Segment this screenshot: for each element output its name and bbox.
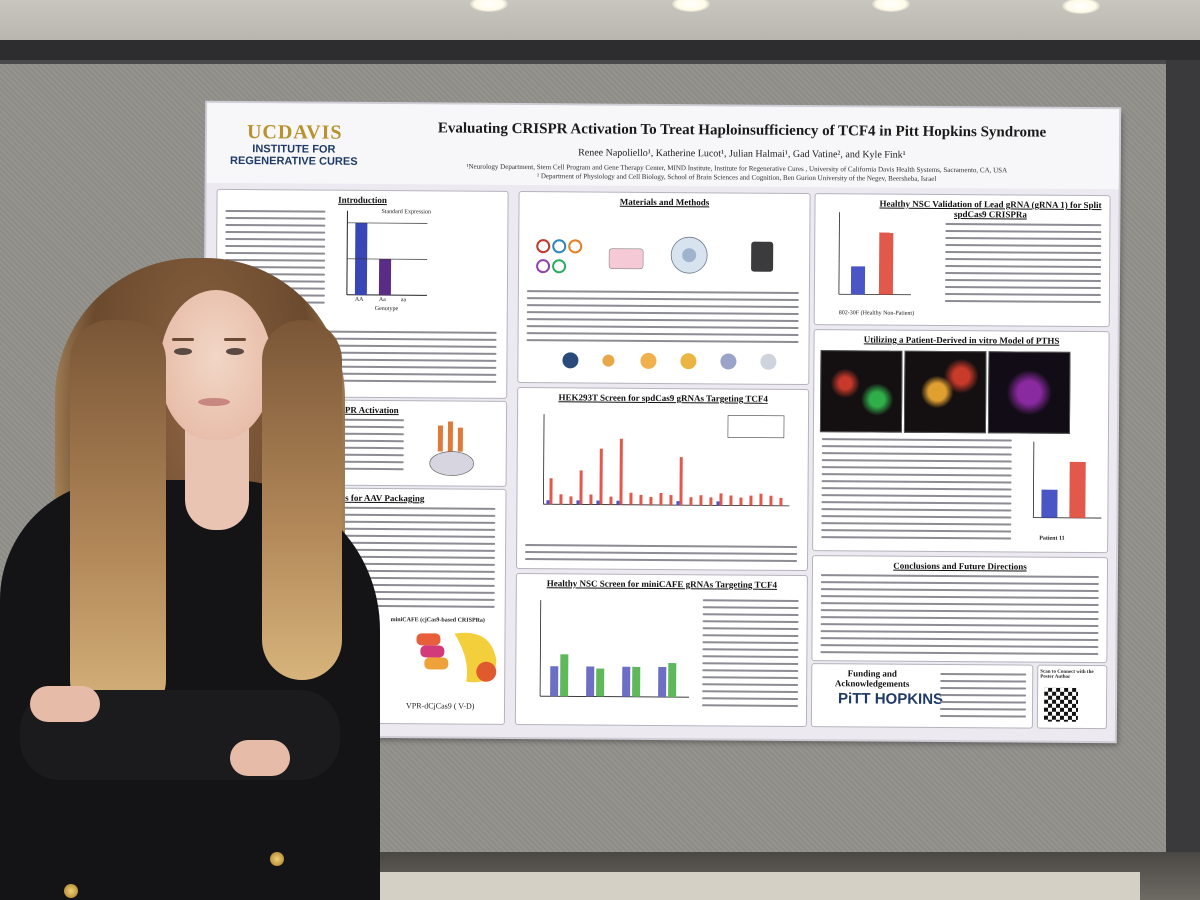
hek-screen-heading: HEK293T Screen for spdCas9 gRNAs Targeti… (558, 392, 768, 404)
poster-header: UCDAVIS INSTITUTE FOR REGENERATIVE CURES… (206, 102, 1120, 190)
ceiling-light-icon (1062, 0, 1100, 14)
patient-model-heading: Utilizing a Patient-Derived in vitro Mod… (863, 334, 1060, 346)
genotype-aa2-label: aa (400, 297, 407, 304)
left-hand (30, 686, 100, 722)
ceiling-light-icon (872, 0, 910, 12)
scan-label: Scan to Connect with the Poster Author (1040, 669, 1094, 680)
pitt-hopkins-logo: PiTT HOPKINS (838, 690, 944, 708)
standard-expression-label: Standard Expression (381, 209, 431, 216)
workflow-diagram (536, 236, 774, 274)
right-eyebrow (224, 338, 246, 341)
panel-materials-methods: Materials and Methods (517, 191, 811, 386)
patient11-label: Patient 11 (1039, 535, 1065, 542)
panel-crispr-activation: CRISPR Activation (214, 398, 508, 487)
validation-bar-chart (838, 212, 911, 296)
materials-heading: Materials and Methods (619, 196, 710, 208)
panel-funding: Funding and Acknowledgements PiTT HOPKIN… (810, 663, 1034, 729)
poster-authors: Renee Napoliello¹, Katherine Lucot¹, Jul… (578, 147, 906, 161)
panel-conclusions: Conclusions and Future Directions (811, 555, 1109, 664)
conclusions-heading: Conclusions and Future Directions (893, 560, 1027, 572)
micrograph-nsc (903, 350, 987, 434)
differentiation-timeline (562, 352, 777, 370)
minicafe-diagram (416, 632, 497, 683)
hair-left-strands (70, 320, 166, 720)
panel-introduction: Introduction Standard Expression AA Aa a… (215, 188, 509, 399)
booth-rail-lower (0, 60, 1200, 66)
micrograph-ipsc (819, 350, 903, 433)
haploinsufficiency-diagram (346, 210, 428, 296)
nsc-screen-heading: Healthy NSC Screen for miniCAFE gRNAs Ta… (546, 578, 778, 590)
gold-button (270, 852, 284, 866)
genotype-Aa-label: Aa (378, 297, 386, 304)
floor-mat (380, 872, 1140, 900)
poster-title: Evaluating CRISPR Activation To Treat Ha… (437, 120, 1047, 141)
minicafe-label: miniCAFE (cjCas9-based CRISPRa) (390, 617, 485, 624)
patient-bar-chart (1032, 441, 1102, 519)
dcas9-diagram (429, 421, 475, 476)
funding-heading: Funding and Acknowledgements (834, 668, 910, 689)
genotype-aa-label: AA (354, 296, 364, 303)
bar-Aa (378, 259, 392, 296)
hek-bar-chart (543, 414, 790, 507)
qr-code-icon[interactable] (1041, 685, 1081, 724)
research-poster: UCDAVIS INSTITUTE FOR REGENERATIVE CURES… (202, 102, 1120, 742)
panel-hek-screen: HEK293T Screen for spdCas9 gRNAs Targeti… (515, 386, 810, 572)
hek-bars (549, 438, 783, 506)
left-eye (174, 348, 192, 355)
panel-validation: Healthy NSC Validation of Lead gRNA (gRN… (813, 193, 1111, 328)
panel-patient-model: Utilizing a Patient-Derived in vitro Mod… (812, 329, 1110, 554)
institute-logo-text: INSTITUTE FOR REGENERATIVE CURES (229, 143, 358, 168)
panel-qr: Scan to Connect with the Poster Author (1036, 664, 1108, 730)
right-hand (230, 740, 290, 776)
booth-rail (0, 40, 1200, 62)
ucdavis-logo: UCDAVIS (246, 121, 343, 144)
ceiling-light-icon (470, 0, 508, 12)
smile (198, 398, 230, 406)
hek-control-bars (546, 500, 720, 506)
board-edge (1166, 60, 1200, 860)
panel-nsc-screen: Healthy NSC Screen for miniCAFE gRNAs Ta… (514, 572, 808, 728)
panel-aav-packaging: Two Methods for AAV Packaging miniCAFE (… (212, 486, 507, 725)
ceiling (0, 0, 1200, 44)
nsc-bar-chart (539, 600, 690, 698)
ceiling-light-icon (672, 0, 710, 12)
vpr-dcjcas9-label: VPR-dCjCas9 ( V-D) (405, 701, 475, 711)
right-eye (226, 348, 244, 355)
micrograph-neuron (987, 351, 1071, 434)
hair-right-strands (262, 320, 342, 680)
face (160, 290, 272, 440)
genotype-axis-label: Genotype (374, 305, 399, 313)
left-eyebrow (172, 338, 194, 341)
healthy-line-label: 802-30F (Healthy Non-Patient) (838, 310, 915, 317)
gold-button (64, 884, 78, 898)
